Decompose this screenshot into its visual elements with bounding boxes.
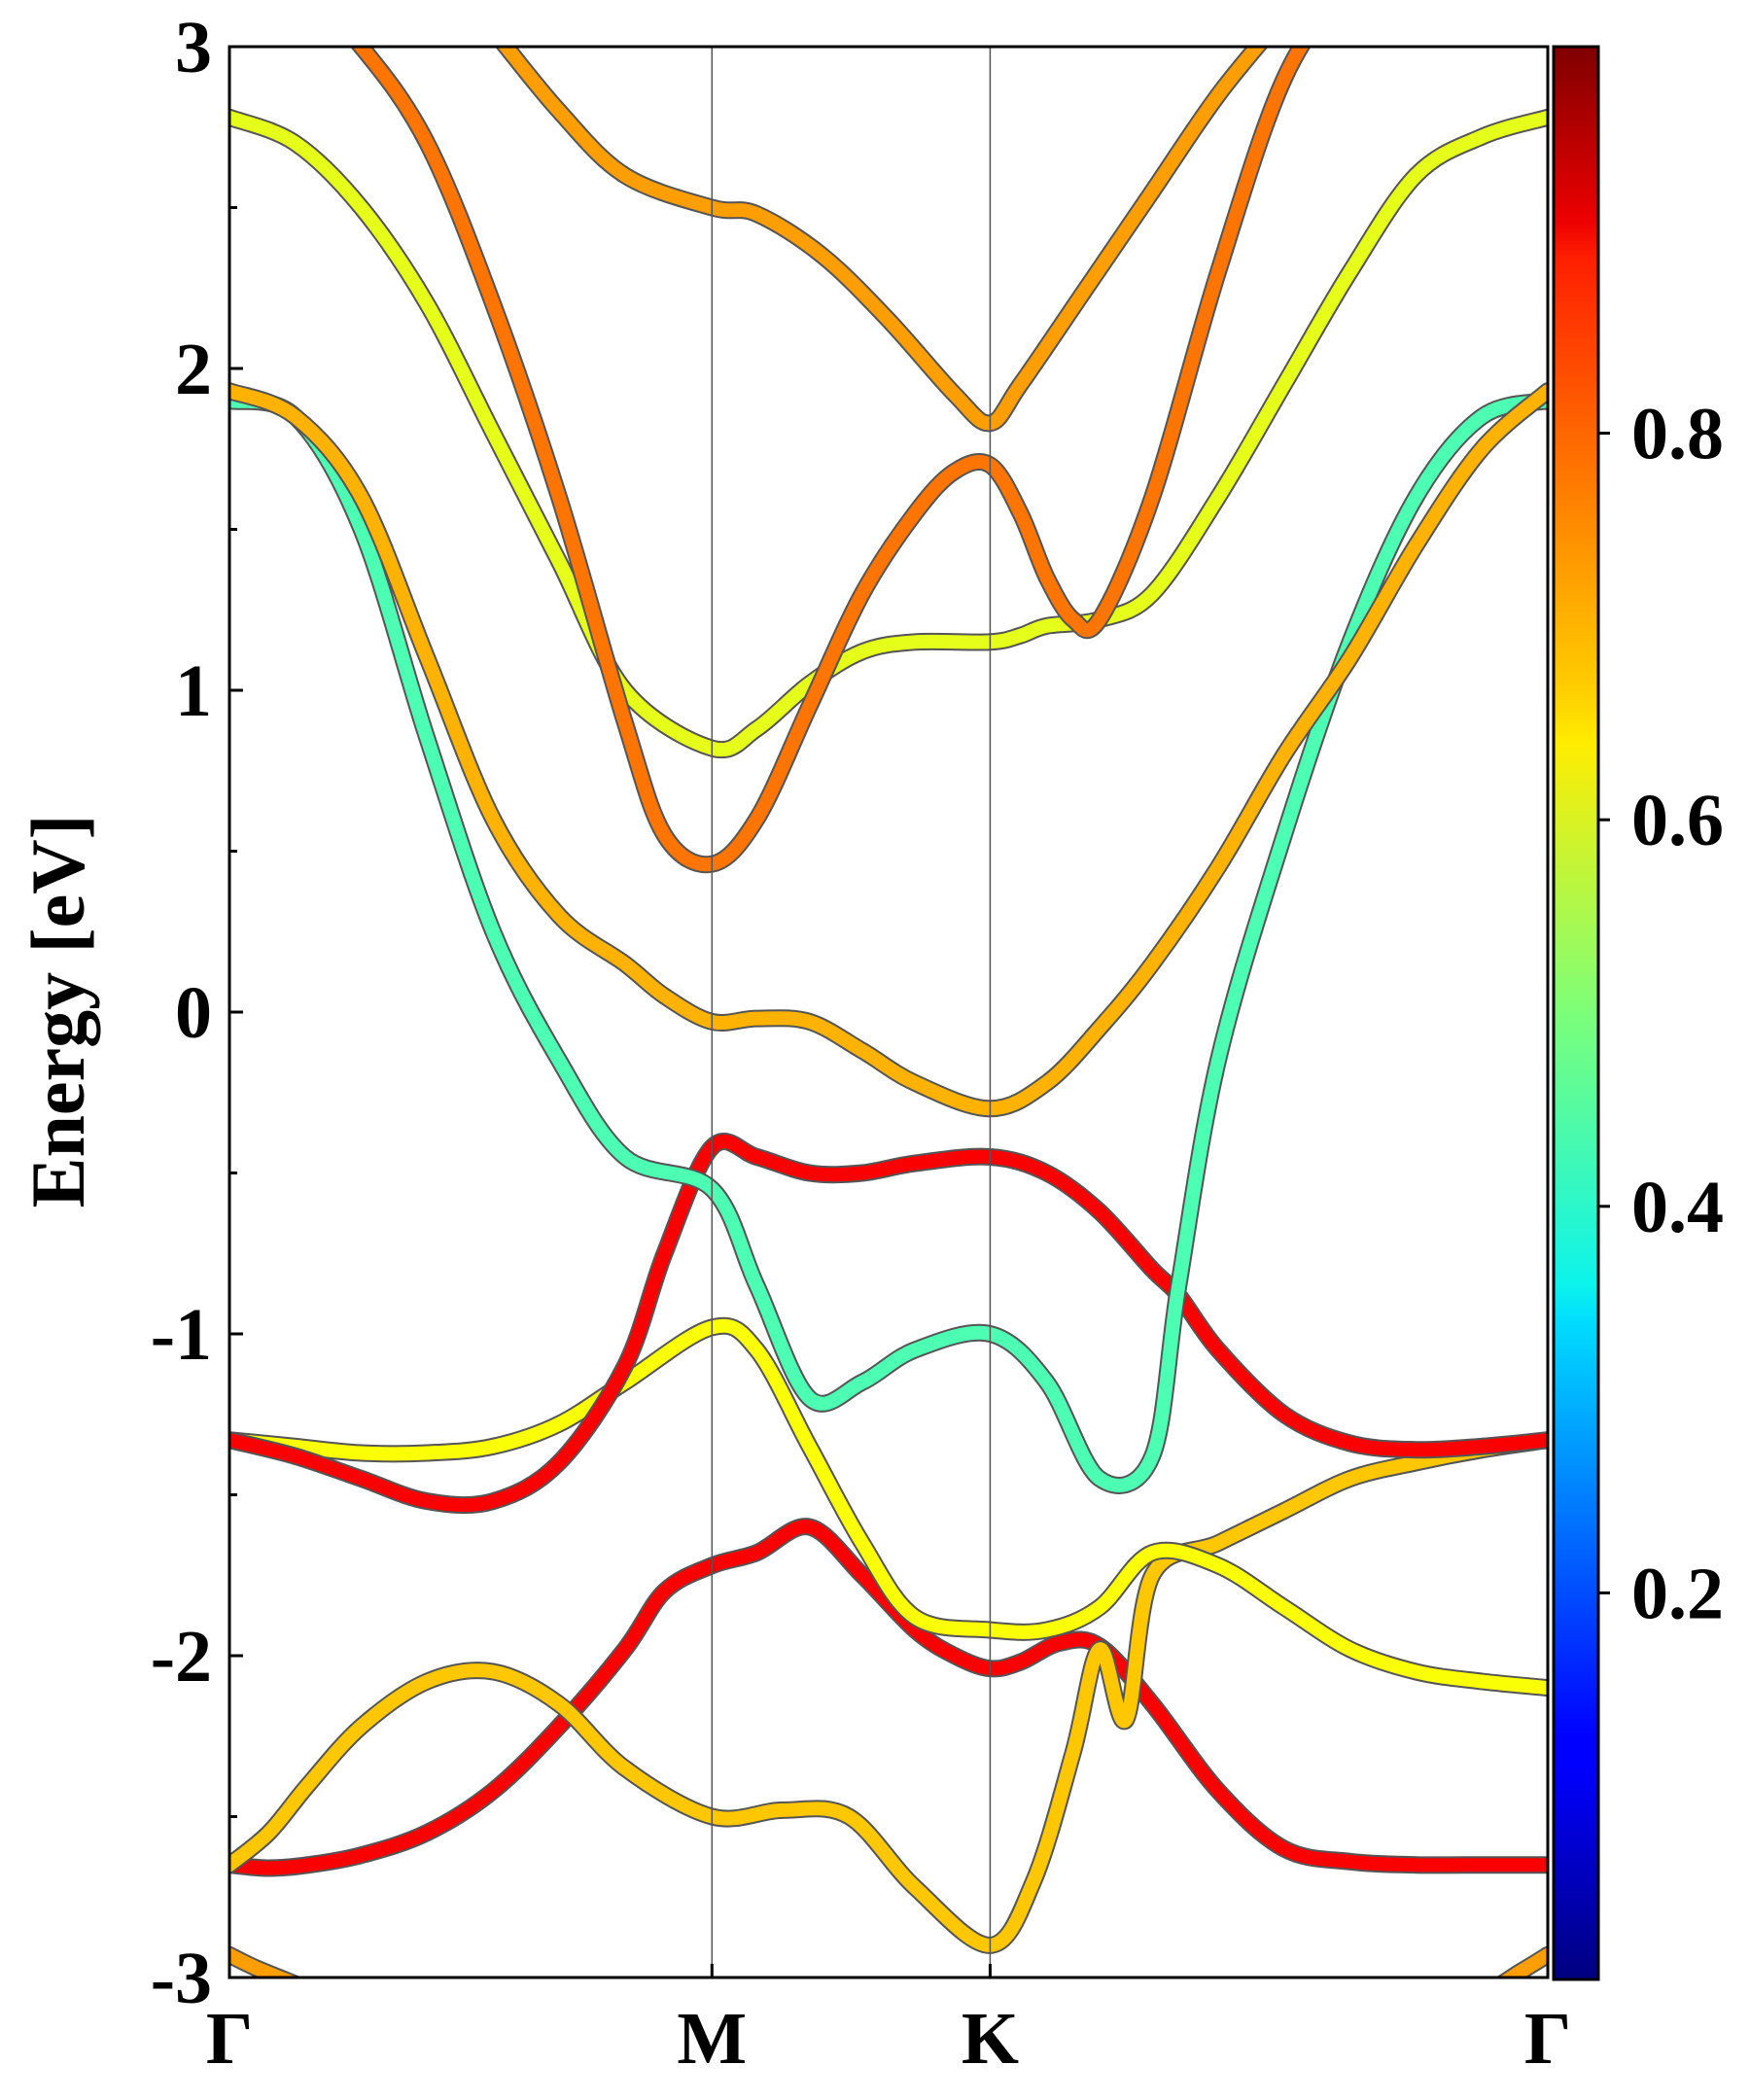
x-tick-label-0: Γ [206,1998,253,2080]
band-2 [229,1520,1548,1875]
y-axis-label: Energy [eV] [16,814,100,1208]
band-9 [352,47,1310,872]
colorbar-tick-label-2: 0.4 [1631,1167,1724,1248]
x-tick-label-2: K [962,1998,1019,2080]
x-tick-label-3: Γ [1524,1998,1571,2080]
band-5 [229,1135,1548,1513]
bands-layer [229,47,1548,1978]
band-9-outline [349,47,1312,874]
colorbar-tick-label-3: 0.2 [1631,1553,1724,1634]
x-tick-label-1: M [677,1998,747,2080]
y-tick-label-0: 3 [175,7,212,88]
kpoint-lines [711,47,992,1978]
y-tick-label-1: 2 [175,329,212,410]
colorbar-ticks: 0.8 0.6 0.4 0.2 [1598,394,1724,1634]
band-10-outline [494,47,1269,433]
y-tick-label-4: -1 [151,1294,212,1376]
y-tick-label-2: 1 [175,650,212,732]
band-8 [229,110,1548,757]
y-tick-label-5: -2 [151,1616,212,1698]
band-6 [229,394,1548,1492]
y-tick-label-6: -3 [151,1938,212,2019]
band-3 [229,1433,1548,1952]
colorbar-tick-label-0: 0.8 [1631,394,1724,475]
band-4 [229,1318,1548,1696]
colorbar-tick-label-1: 0.6 [1631,780,1724,861]
y-tick-label-3: 0 [175,972,212,1054]
band-7 [229,384,1548,1116]
band-10 [497,47,1267,431]
y-axis-ticks: 3 2 1 0 -1 -2 -3 [151,7,243,2019]
colorbar [1552,45,1600,1981]
